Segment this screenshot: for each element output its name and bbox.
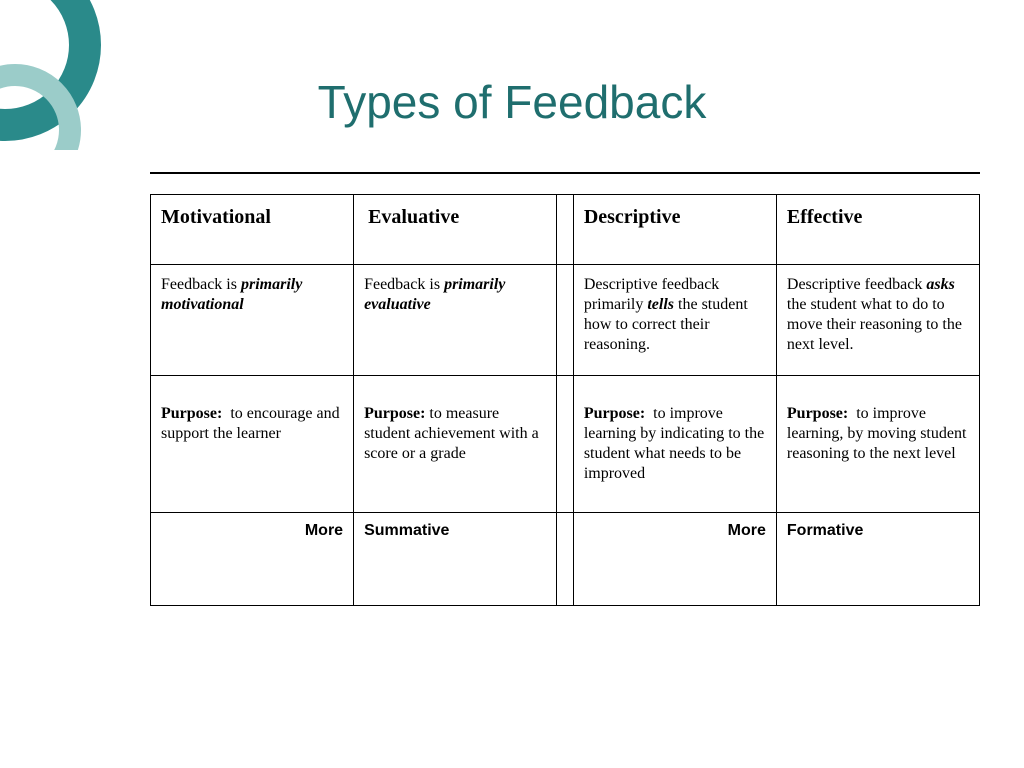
- slide-title: Types of Feedback: [0, 75, 1024, 129]
- slide: Types of Feedback Motivational Evaluativ…: [0, 0, 1024, 768]
- feedback-table: Motivational Evaluative Descriptive Effe…: [150, 194, 980, 606]
- cell-purpose-3: Purpose: to improve learning, by moving …: [776, 376, 979, 513]
- header-effective: Effective: [776, 195, 979, 265]
- cell-purpose-0: Purpose: to encourage and support the le…: [151, 376, 354, 513]
- row1-gap: [557, 265, 574, 376]
- feedback-table-wrap: Motivational Evaluative Descriptive Effe…: [150, 194, 980, 606]
- cell-def-2: Descriptive feedback primarily tells the…: [573, 265, 776, 376]
- cell-purpose-1: Purpose: to measure student achievement …: [354, 376, 557, 513]
- cell-spectrum-0: More: [151, 513, 354, 606]
- table-header-row: Motivational Evaluative Descriptive Effe…: [151, 195, 980, 265]
- table-row-definition: Feedback is primarily motivational Feedb…: [151, 265, 980, 376]
- table-row-purpose: Purpose: to encourage and support the le…: [151, 376, 980, 513]
- cell-def-0: Feedback is primarily motivational: [151, 265, 354, 376]
- header-descriptive: Descriptive: [573, 195, 776, 265]
- cell-spectrum-2: More: [573, 513, 776, 606]
- header-motivational: Motivational: [151, 195, 354, 265]
- cell-spectrum-3: Formative: [776, 513, 979, 606]
- cell-purpose-2: Purpose: to improve learning by indicati…: [573, 376, 776, 513]
- cell-def-3: Descriptive feedback asks the student wh…: [776, 265, 979, 376]
- row2-gap: [557, 376, 574, 513]
- row3-gap: [557, 513, 574, 606]
- cell-spectrum-1: Summative: [354, 513, 557, 606]
- cell-def-1: Feedback is primarily evaluative: [354, 265, 557, 376]
- title-underline: [150, 172, 980, 174]
- header-evaluative: Evaluative: [354, 195, 557, 265]
- table-row-spectrum: More Summative More Formative: [151, 513, 980, 606]
- header-gap: [557, 195, 574, 265]
